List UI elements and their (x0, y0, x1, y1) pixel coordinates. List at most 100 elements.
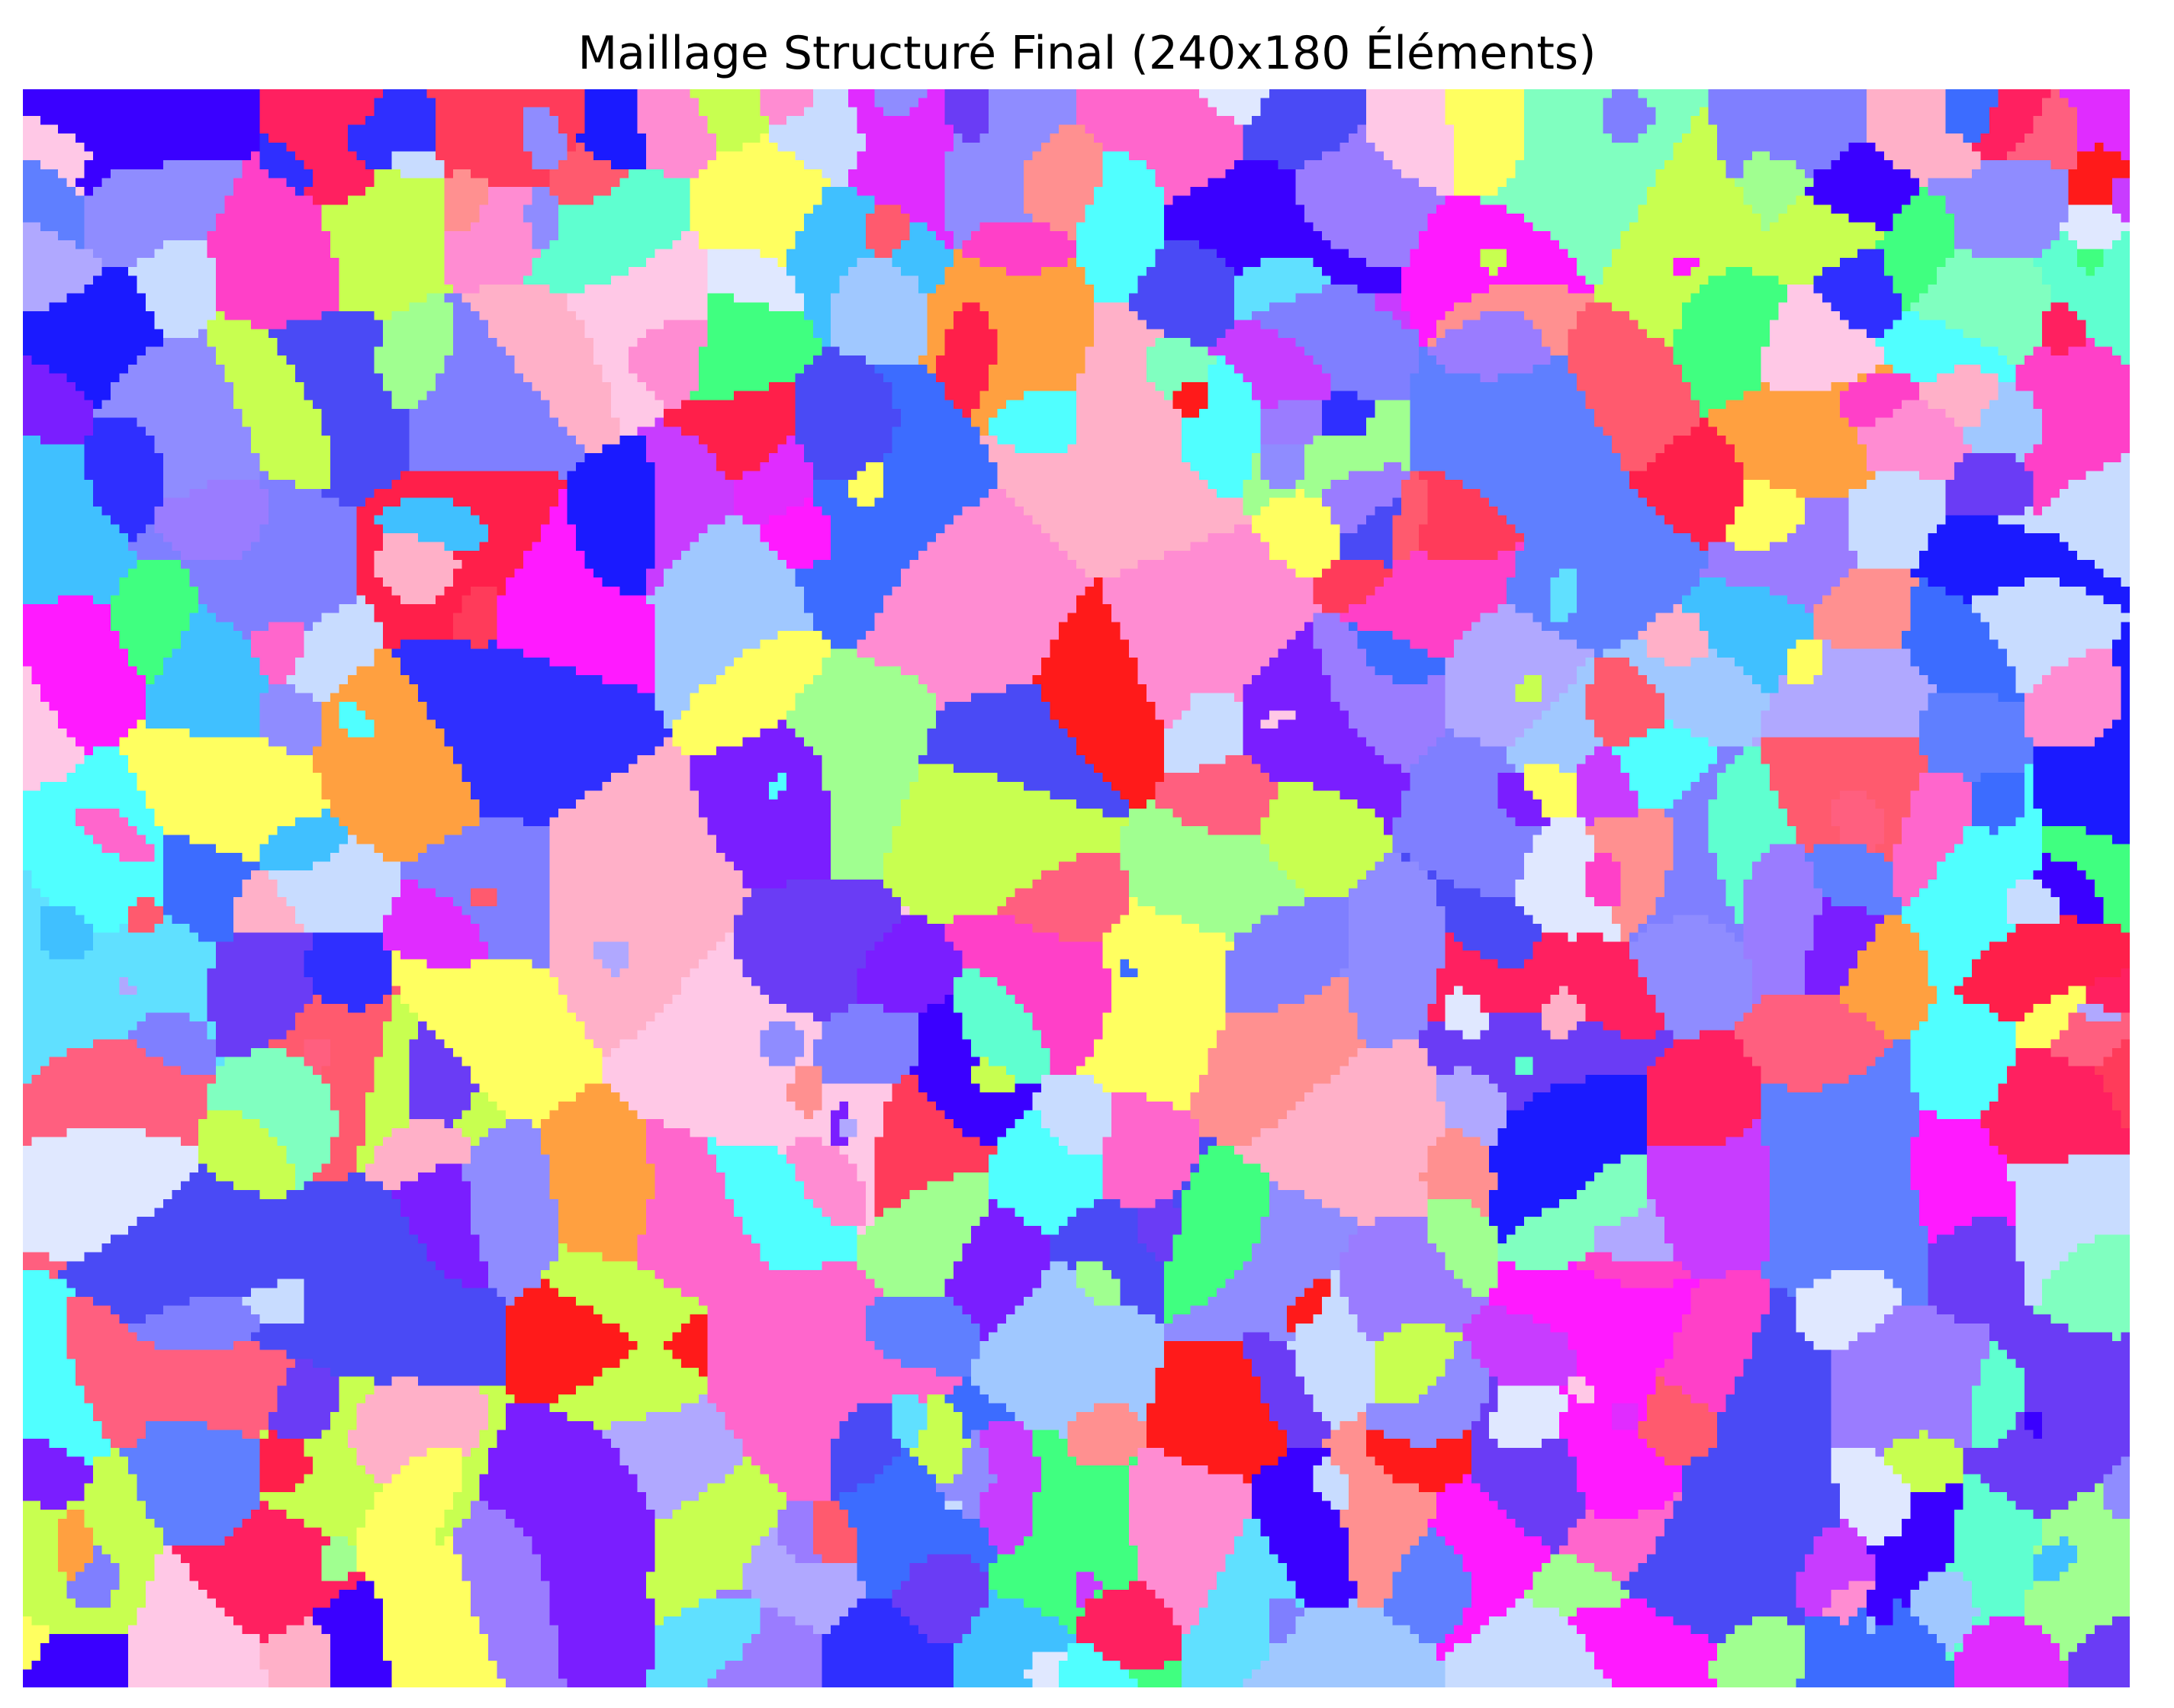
mesh-cell-run (1269, 542, 1340, 552)
mesh-cell-run (1146, 1439, 1288, 1448)
mesh-cell-run (1647, 976, 1753, 986)
mesh-cell-run (1497, 1181, 1586, 1191)
mesh-cell-run (2041, 1536, 2060, 1546)
mesh-cell-run (321, 719, 339, 729)
mesh-cell-run (23, 1110, 207, 1120)
mesh-cell-run (23, 1012, 146, 1022)
mesh-cell-run (2068, 1021, 2130, 1031)
mesh-cell-run (1260, 258, 1314, 268)
mesh-cell-run (953, 1119, 1015, 1128)
mesh-cell-run (646, 1119, 664, 1128)
mesh-cell-run (1673, 719, 1761, 729)
mesh-cell-run (795, 417, 901, 427)
mesh-cell-run (1717, 426, 1858, 436)
mesh-cell-run (1488, 266, 1498, 276)
mesh-cell-run (76, 808, 120, 818)
mesh-cell-run (532, 187, 550, 196)
mesh-cell-run (321, 781, 471, 791)
mesh-cell-run (1339, 1066, 1436, 1076)
mesh-cell-run (1058, 861, 1121, 871)
mesh-cell-run (93, 595, 111, 605)
mesh-cell-run (1243, 729, 1358, 738)
mesh-cell-run (1752, 151, 1770, 161)
mesh-cell-run (690, 178, 831, 188)
mesh-cell-run (654, 1172, 725, 1182)
mesh-cell-run (207, 1083, 330, 1093)
mesh-cell-run (1076, 1571, 1095, 1581)
mesh-cell-run (146, 799, 330, 809)
mesh-cell-run (1190, 1172, 1270, 1182)
mesh-cell-run (1260, 98, 1366, 108)
mesh-cell-run (927, 729, 1068, 738)
mesh-cell-run (1040, 1110, 1112, 1120)
mesh-cell-run (286, 1190, 392, 1200)
mesh-cell-run (461, 604, 497, 613)
mesh-cell-run (664, 737, 673, 747)
mesh-cell-run (23, 1536, 59, 1546)
mesh-cell-run (1813, 861, 1893, 871)
mesh-cell-run (23, 754, 85, 764)
mesh-cell-run (444, 542, 480, 552)
mesh-cell-run (1102, 1581, 1130, 1591)
mesh-cell-run (1357, 1589, 1393, 1599)
mesh-cell-run (224, 310, 322, 320)
mesh-cell-run (1375, 1368, 1446, 1377)
mesh-cell-run (822, 1101, 840, 1111)
mesh-cell-run (664, 1341, 708, 1350)
mesh-cell-run (374, 719, 436, 729)
mesh-cell-run (927, 1003, 954, 1013)
mesh-cell-run (654, 746, 682, 756)
mesh-cell-run (1717, 781, 1770, 791)
mesh-cell-run (409, 409, 550, 418)
mesh-cell-run (1260, 1465, 1314, 1475)
mesh-cell-run (1208, 98, 1261, 108)
mesh-cell-run (497, 613, 655, 622)
mesh-cell-run (1208, 532, 1261, 542)
mesh-cell-run (690, 89, 761, 98)
mesh-cell-run (470, 959, 532, 969)
mesh-cell-run (2041, 320, 2086, 330)
mesh-cell-run (1629, 1589, 1796, 1599)
mesh-cell-run (1497, 1083, 1551, 1093)
mesh-cell-run (1963, 435, 2042, 445)
mesh-cell-run (1129, 293, 1235, 303)
mesh-cell-run (1700, 258, 1841, 268)
mesh-cell-run (330, 240, 445, 249)
mesh-cell-run (804, 364, 875, 374)
mesh-cell-run (1550, 355, 1568, 365)
mesh-cell-run (1182, 1225, 1261, 1235)
mesh-cell-run (1120, 1198, 1156, 1208)
mesh-cell-run (1401, 275, 1586, 285)
mesh-cell-run (400, 657, 550, 667)
mesh-cell-run (1700, 400, 1726, 410)
mesh-cell-run (2015, 684, 2034, 693)
mesh-cell-run (1655, 905, 1735, 915)
mesh-cell-run (470, 888, 497, 898)
mesh-cell-run (1558, 986, 1568, 996)
mesh-cell-run (304, 1447, 357, 1457)
mesh-cell-run (304, 1039, 330, 1049)
mesh-cell-run (558, 497, 568, 507)
mesh-cell-run (514, 1518, 655, 1528)
mesh-cell-run (216, 613, 322, 622)
mesh-cell-run (1857, 950, 1928, 960)
mesh-cell-run (1050, 639, 1130, 649)
mesh-cell-run (497, 586, 506, 596)
mesh-cell-run (1620, 764, 1709, 774)
mesh-cell-run (1901, 826, 1963, 835)
mesh-cell-run (1883, 1269, 1928, 1279)
mesh-cell-run (452, 1536, 532, 1546)
mesh-cell-run (654, 507, 735, 516)
mesh-cell-run (1918, 1581, 1972, 1591)
mesh-cell-run (1348, 1554, 1401, 1564)
mesh-cell-run (1164, 719, 1173, 729)
mesh-cell-run (2076, 310, 2130, 320)
mesh-cell-run (1576, 1483, 1683, 1493)
mesh-cell-run (198, 1137, 278, 1147)
mesh-cell-run (1752, 266, 1823, 276)
mesh-cell-run (119, 986, 137, 996)
mesh-cell-run (400, 870, 550, 880)
mesh-cell-run (962, 959, 1103, 969)
mesh-cell-run (487, 639, 497, 649)
mesh-cell-run (909, 559, 1076, 569)
